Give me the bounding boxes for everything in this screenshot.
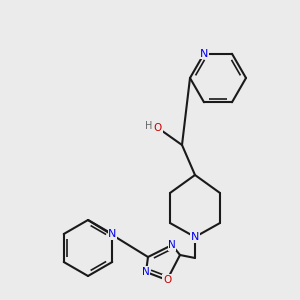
Text: H: H	[145, 121, 153, 131]
Text: N: N	[200, 49, 208, 59]
Text: N: N	[191, 232, 199, 242]
Text: N: N	[108, 229, 116, 239]
Text: N: N	[168, 240, 176, 250]
Text: O: O	[154, 123, 162, 133]
Text: O: O	[163, 275, 171, 285]
Text: N: N	[142, 267, 150, 277]
